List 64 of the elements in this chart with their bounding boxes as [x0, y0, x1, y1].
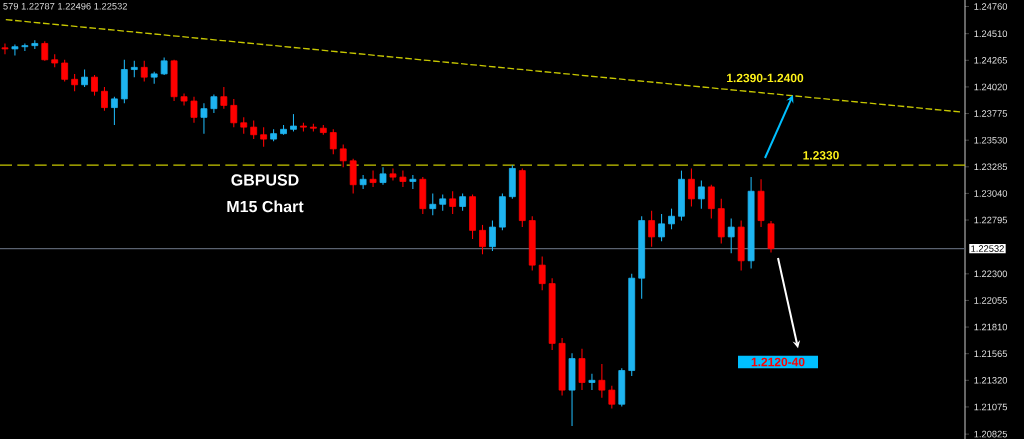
candlestick	[349, 158, 357, 194]
candlestick	[101, 86, 108, 112]
y-tick-label: 1.21075	[974, 403, 1008, 411]
candlestick	[429, 192, 437, 216]
text: M15 Chart	[227, 200, 304, 213]
text: GBPUSD	[231, 174, 299, 186]
candlestick	[21, 42, 29, 52]
candlestick	[598, 363, 606, 399]
candlestick	[648, 210, 656, 248]
y-tick-label: 1.22795	[974, 216, 1008, 224]
candlestick	[339, 143, 347, 168]
annotation: 579 1.22787 1.22496 1.22532	[3, 2, 127, 10]
candlestick	[479, 224, 486, 255]
candlestick	[41, 40, 49, 62]
candlestick	[140, 60, 148, 83]
candlestick	[260, 126, 268, 148]
y-tick-label: 1.23040	[974, 190, 1008, 197]
candlestick	[250, 120, 258, 140]
candlestick	[329, 128, 337, 155]
candlestick	[389, 167, 397, 181]
candlestick	[489, 220, 496, 252]
y-tick-label: 1.22055	[974, 297, 1008, 304]
annotation: 1.2120-40	[751, 357, 805, 367]
y-tick-label: 1.21320	[974, 377, 1008, 384]
y-tick-label: 1.23530	[974, 136, 1008, 144]
candlestick	[608, 385, 616, 410]
candlestick	[727, 217, 735, 254]
candlestick	[210, 94, 218, 114]
candlestick	[61, 59, 69, 83]
candlestick	[220, 86, 228, 110]
y-tick-label: 1.20825	[974, 430, 1008, 438]
candlestick	[11, 44, 19, 56]
y-tick-label: 1.24510	[974, 30, 1008, 37]
candlestick	[91, 74, 98, 97]
candlestick	[200, 102, 208, 135]
candlestick	[180, 92, 188, 106]
candlestick	[697, 179, 705, 210]
candlestick	[409, 174, 417, 190]
y-tick-label: 1.22300	[974, 270, 1008, 278]
candlestick	[449, 190, 457, 215]
ref-line-label: 1.2330	[803, 151, 839, 160]
y-tick-label: 1.23775	[974, 110, 1008, 117]
y-tick-label: 1.23285	[974, 163, 1008, 171]
ref-line-label: 1.22532	[971, 245, 1004, 252]
y-tick-label: 1.21810	[974, 323, 1008, 331]
candlestick	[111, 96, 118, 126]
y-tick-label: 1.24020	[974, 83, 1008, 91]
candlestick	[688, 167, 695, 207]
candlestick	[369, 170, 377, 188]
candlestick	[1, 42, 9, 55]
candlestick	[538, 255, 546, 291]
annotation: 1.2390-1.2400	[727, 73, 804, 83]
candlestick	[658, 213, 665, 242]
y-tick-label: 1.21565	[974, 350, 1008, 357]
y-tick-label: 1.24760	[974, 3, 1008, 10]
y-tick-label: 1.24265	[974, 57, 1008, 64]
candlestick	[230, 98, 238, 128]
candlestick	[668, 208, 675, 230]
candlestick	[399, 170, 407, 188]
candlestick	[359, 174, 367, 190]
candlestick	[707, 184, 715, 219]
candlestick	[588, 373, 596, 391]
candlestick	[578, 348, 586, 391]
candlestick	[190, 96, 198, 124]
